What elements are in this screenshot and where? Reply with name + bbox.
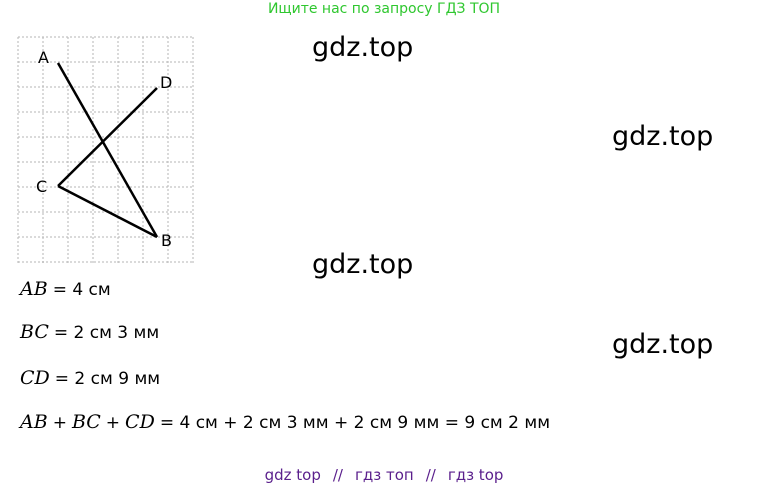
point-label: A (38, 48, 49, 67)
footer-item: gdz top (264, 466, 321, 484)
header: Ищите нас по запросу ГДЗ ТОП (267, 1, 501, 17)
equation: BC = 2 см 3 мм (20, 320, 164, 345)
point-label: C (36, 177, 47, 196)
variable: AB (20, 411, 48, 433)
expression: = 2 см 9 мм (54, 369, 161, 389)
point-label: B (161, 231, 172, 250)
footer-item: // (425, 466, 436, 484)
variable: CD (125, 411, 155, 433)
grid (17, 36, 194, 263)
expression: = 2 см 3 мм (53, 323, 160, 343)
watermark: gdz.top (612, 121, 714, 152)
equation: CD = 2 см 9 мм (20, 366, 165, 391)
expression: = 4 см (52, 280, 111, 300)
equation: AB + BC + CD = 4 см + 2 см 3 мм + 2 см 9 мм =… (20, 410, 555, 435)
segments (56, 62, 159, 239)
point-label: D (160, 73, 172, 92)
footer-item: гдз top (447, 466, 504, 484)
expression: = 4 см + 2 см 3 мм + 2 см 9 мм = 9 см 2 … (159, 413, 551, 433)
figure: A D C B (17, 36, 194, 263)
variable: BC (20, 321, 49, 343)
watermark: gdz.top (312, 249, 414, 280)
equation: AB = 4 см (20, 277, 116, 302)
expression: + (105, 413, 121, 433)
footer-item: // (332, 466, 343, 484)
variable: CD (20, 367, 50, 389)
variable: BC (71, 411, 101, 433)
watermark: gdz.top (312, 32, 414, 63)
variable: AB (20, 278, 48, 300)
footer-item: гдз топ (354, 466, 414, 484)
footer: gdz top // гдз топ // гдз top (0, 466, 768, 484)
expression: + (52, 413, 67, 433)
watermark: gdz.top (612, 329, 714, 360)
